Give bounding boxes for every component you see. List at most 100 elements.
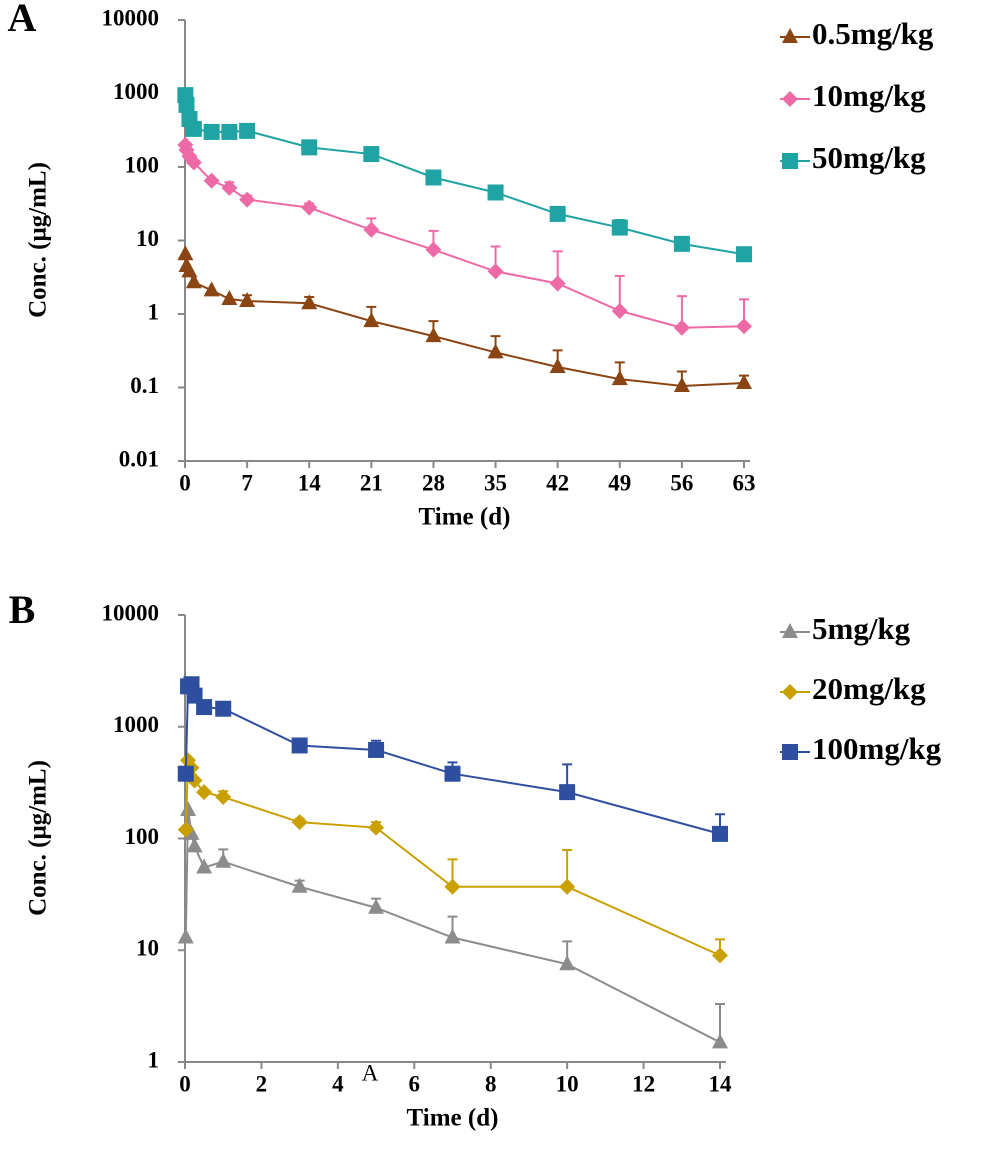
data-point	[444, 765, 461, 782]
data-point	[221, 123, 238, 140]
data-point	[425, 241, 442, 258]
annotation: A	[362, 1060, 379, 1085]
data-point	[425, 169, 442, 186]
data-point	[181, 262, 198, 278]
data-point	[291, 814, 308, 831]
x-tick-label: 14	[709, 1071, 733, 1096]
data-point	[559, 955, 576, 971]
data-point	[736, 374, 752, 390]
legend-marker	[782, 153, 798, 169]
legend-label: 100mg/kg	[812, 731, 942, 766]
y-tick-label: 100	[125, 824, 160, 849]
data-point	[487, 184, 504, 201]
x-tick-label: 0	[179, 1071, 191, 1096]
data-point	[239, 122, 256, 139]
data-point	[183, 824, 200, 840]
y-tick-label: 100	[125, 152, 160, 177]
data-point	[203, 281, 220, 297]
data-point	[196, 699, 213, 716]
data-point	[177, 821, 194, 838]
data-point	[559, 784, 576, 801]
data-point	[487, 343, 504, 359]
x-axis-label: Time (d)	[407, 1105, 499, 1132]
y-tick-label: 1000	[113, 79, 159, 104]
y-tick-label: 0.01	[119, 446, 159, 471]
data-point	[549, 205, 566, 222]
x-tick-label: 21	[360, 470, 383, 495]
legend-label: 20mg/kg	[812, 671, 926, 706]
data-point	[712, 825, 728, 842]
legend-label: 0.5mg/kg	[812, 16, 934, 51]
data-point	[549, 358, 566, 374]
data-point	[186, 837, 203, 853]
data-point	[363, 312, 380, 328]
y-tick-label: 10	[136, 936, 159, 961]
data-point	[177, 765, 194, 782]
data-point	[185, 120, 202, 137]
data-point	[180, 800, 197, 816]
series-line	[184, 144, 745, 329]
legend-label: 50mg/kg	[812, 140, 926, 175]
data-point	[611, 370, 628, 386]
y-tick-label: 1	[148, 1047, 160, 1072]
data-point	[673, 235, 690, 252]
panel-label: B	[9, 587, 36, 632]
data-point	[712, 947, 728, 964]
y-tick-label: 1	[148, 299, 160, 324]
y-tick-label: 10	[136, 226, 159, 251]
data-point	[368, 819, 385, 836]
x-tick-label: 8	[485, 1071, 497, 1096]
data-point	[221, 179, 238, 196]
data-point	[215, 700, 232, 717]
data-point	[185, 273, 202, 289]
y-tick-label: 0.1	[130, 373, 159, 398]
data-point	[221, 289, 238, 305]
x-tick-label: 7	[241, 470, 253, 495]
x-tick-label: 35	[484, 470, 507, 495]
data-point	[301, 294, 318, 310]
data-point	[736, 246, 752, 263]
series-line	[184, 95, 745, 256]
data-point	[444, 928, 461, 944]
data-point	[185, 154, 202, 171]
data-point	[239, 292, 256, 308]
data-point	[611, 219, 628, 236]
data-point	[301, 139, 318, 156]
data-point	[444, 878, 461, 895]
y-tick-label: 10000	[102, 600, 160, 625]
data-point	[177, 928, 194, 944]
data-point	[363, 221, 380, 238]
x-tick-label: 42	[546, 470, 569, 495]
x-tick-label: 28	[422, 470, 445, 495]
data-point	[178, 96, 195, 113]
data-point	[673, 376, 690, 392]
x-tick-label: 56	[670, 470, 693, 495]
legend-marker	[782, 623, 798, 638]
data-point	[177, 245, 194, 261]
x-tick-label: 12	[632, 1071, 655, 1096]
data-point	[368, 741, 385, 758]
data-point	[673, 319, 690, 336]
data-point	[425, 327, 442, 343]
data-point	[549, 275, 566, 292]
y-axis-label: Conc. (μg/mL)	[25, 162, 52, 318]
data-point	[203, 172, 220, 189]
y-tick-label: 1000	[113, 712, 159, 737]
data-point	[196, 784, 213, 801]
data-point	[611, 302, 628, 319]
x-tick-label: 10	[556, 1071, 579, 1096]
data-point	[291, 737, 308, 754]
data-point	[215, 852, 232, 868]
y-axis-label: Conc. (μg/mL)	[25, 760, 52, 916]
x-tick-label: 2	[256, 1071, 268, 1096]
legend-label: 5mg/kg	[812, 611, 911, 646]
data-point	[363, 146, 380, 163]
data-point	[712, 1033, 728, 1049]
legend-marker	[782, 91, 798, 107]
data-point	[368, 898, 385, 914]
x-tick-label: 14	[298, 470, 322, 495]
data-point	[203, 123, 220, 140]
y-tick-label: 10000	[102, 5, 160, 30]
x-tick-label: 0	[179, 470, 191, 495]
x-axis-label: Time (d)	[419, 504, 511, 531]
